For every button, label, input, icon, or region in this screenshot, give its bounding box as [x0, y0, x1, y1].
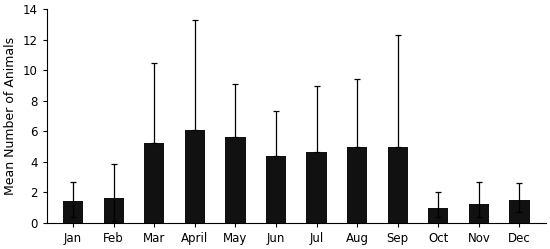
Bar [306, 152, 327, 223]
Bar [428, 208, 448, 223]
Bar [103, 198, 124, 223]
Bar [347, 146, 367, 223]
Bar [226, 137, 245, 223]
Y-axis label: Mean Number of Animals: Mean Number of Animals [4, 37, 17, 195]
Bar [185, 130, 205, 223]
Bar [509, 200, 530, 223]
Bar [144, 143, 164, 223]
Bar [266, 156, 286, 223]
Bar [388, 146, 408, 223]
Bar [469, 204, 489, 223]
Bar [63, 201, 83, 223]
